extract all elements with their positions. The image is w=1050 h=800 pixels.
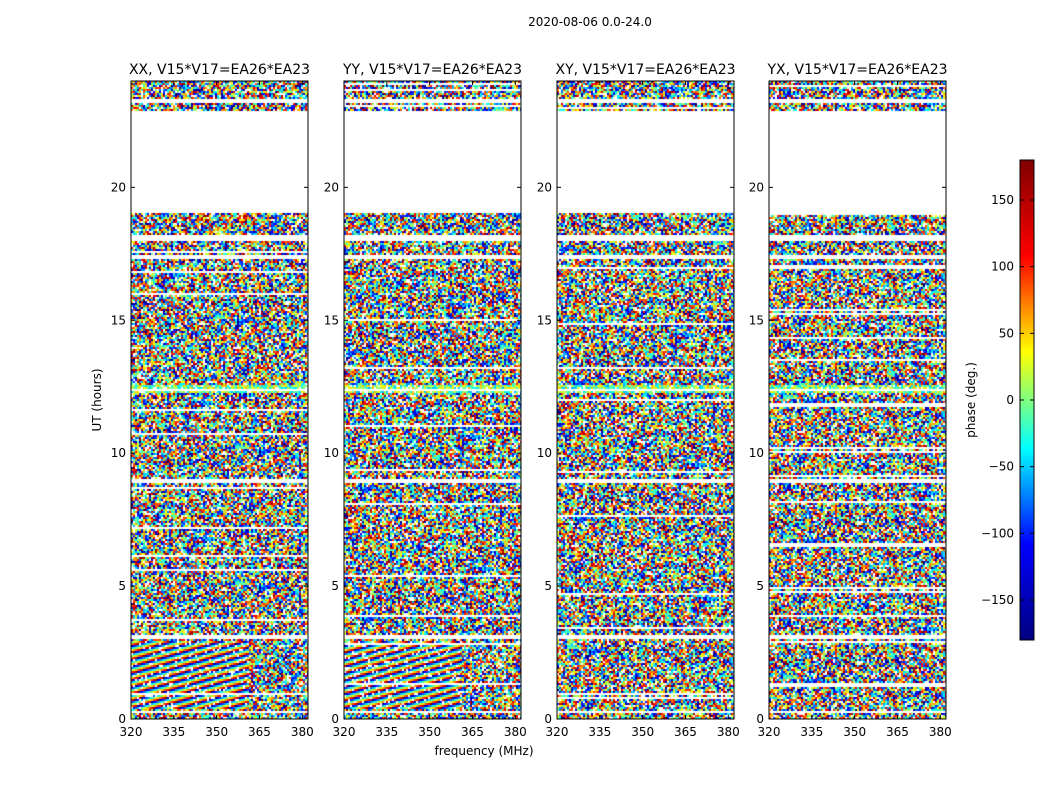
panel-4: YX, V15*V17=EA26*EA23 320 335 350 365 380 0 5 10…	[749, 62, 952, 739]
y-tick-label: 5	[756, 579, 764, 593]
panel-1-title: XX, V15*V17=EA26*EA23	[129, 62, 310, 78]
x-tick-label: 350	[205, 725, 228, 739]
x-tick-label: 350	[631, 725, 654, 739]
panel-3-frame	[556, 80, 735, 720]
x-tick-label: 320	[120, 725, 143, 739]
y-tick-label: 10	[324, 446, 339, 460]
x-axis-label: frequency (MHz)	[434, 744, 533, 758]
colorbar-tick-label: 0	[1006, 393, 1014, 407]
y-tick-label: 10	[537, 446, 552, 460]
x-tick-label: 335	[800, 725, 823, 739]
panel-4-title: YX, V15*V17=EA26*EA23	[766, 62, 947, 78]
x-tick-label: 380	[504, 725, 527, 739]
y-axis-label: UT (hours)	[90, 368, 104, 431]
x-tick-label: 380	[717, 725, 740, 739]
y-tick-label: 0	[756, 712, 764, 726]
y-tick-label: 15	[111, 313, 126, 327]
x-tick-label: 350	[843, 725, 866, 739]
colorbar-tick-label: −50	[989, 460, 1014, 474]
x-tick-label: 380	[929, 725, 952, 739]
colorbar-tick-label: 50	[999, 326, 1014, 340]
x-tick-label: 380	[291, 725, 314, 739]
y-tick-label: 5	[118, 579, 126, 593]
colorbar-tick-label: −100	[981, 526, 1014, 540]
y-tick-label: 15	[749, 313, 764, 327]
y-tick-label: 5	[544, 579, 552, 593]
panel-2-heatmap	[344, 81, 521, 719]
x-tick-label: 335	[375, 725, 398, 739]
panel-3: XY, V15*V17=EA26*EA23 320 335 350 365 380 0 5 10…	[537, 62, 740, 739]
figure-suptitle: 2020-08-06 0.0-24.0	[528, 15, 652, 29]
colorbar-tick-label: 100	[991, 260, 1014, 274]
colorbar: 150 100 50 0 −50 −100 −150 phase (deg.)	[964, 159, 1035, 641]
y-tick-label: 15	[537, 313, 552, 327]
y-tick-label: 20	[324, 180, 339, 194]
colorbar-tick-label: 150	[991, 193, 1014, 207]
x-tick-label: 365	[248, 725, 271, 739]
x-tick-label: 320	[333, 725, 356, 739]
y-tick-label: 0	[544, 712, 552, 726]
panel-2: YY, V15*V17=EA26*EA23 320 335 350 365 380 0 5 10…	[324, 62, 527, 739]
x-tick-label: 350	[418, 725, 441, 739]
y-tick-label: 10	[749, 446, 764, 460]
x-tick-label: 335	[162, 725, 185, 739]
y-tick-label: 20	[111, 180, 126, 194]
panel-1: XX, V15*V17=EA26*EA23 320 335 350 365 380 0 5 10…	[111, 62, 314, 739]
panel-1-heatmap	[131, 81, 308, 719]
y-tick-label: 20	[749, 180, 764, 194]
x-tick-label: 320	[758, 725, 781, 739]
panels-group: XX, V15*V17=EA26*EA23 320 335 350 365 380 0 5 10…	[111, 62, 952, 739]
x-tick-label: 365	[886, 725, 909, 739]
y-tick-label: 15	[324, 313, 339, 327]
panel-3-heatmap	[557, 81, 734, 719]
x-tick-label: 365	[461, 725, 484, 739]
y-tick-label: 0	[118, 712, 126, 726]
panel-1-frame	[130, 80, 309, 720]
y-tick-label: 20	[537, 180, 552, 194]
y-tick-label: 5	[331, 579, 339, 593]
y-tick-label: 0	[331, 712, 339, 726]
colorbar-label: phase (deg.)	[964, 362, 978, 438]
panel-4-heatmap	[769, 81, 946, 719]
panel-2-title: YY, V15*V17=EA26*EA23	[342, 62, 522, 78]
x-tick-label: 320	[546, 725, 569, 739]
x-tick-label: 365	[674, 725, 697, 739]
colorbar-tick-label: −150	[981, 593, 1014, 607]
y-tick-label: 10	[111, 446, 126, 460]
panel-4-frame	[768, 80, 947, 720]
panel-3-title: XY, V15*V17=EA26*EA23	[555, 62, 735, 78]
panel-2-frame	[343, 80, 522, 720]
x-tick-label: 335	[588, 725, 611, 739]
